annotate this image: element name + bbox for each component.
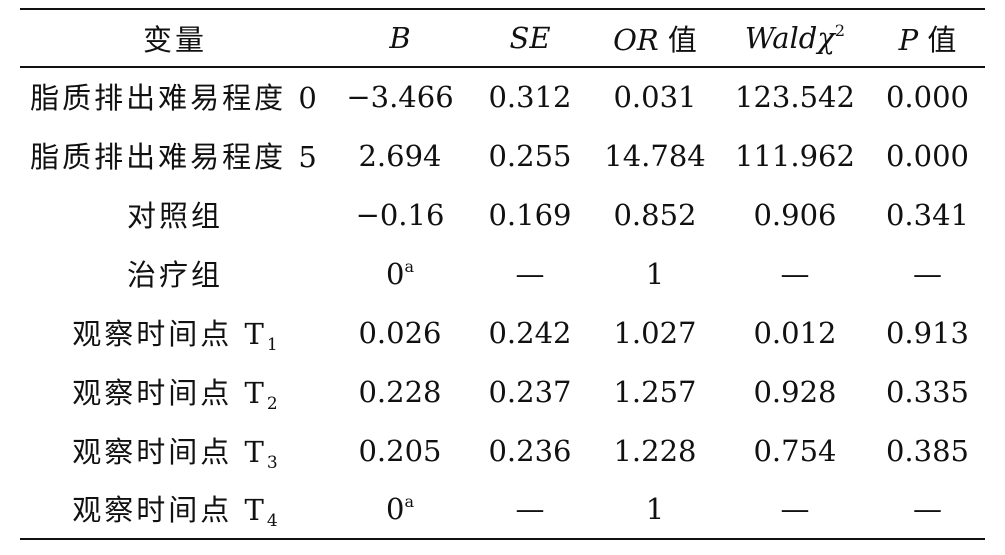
table-row: 对照组 −0.16 0.169 0.852 0.906 0.341	[20, 185, 985, 244]
variable-label-sub: 4	[266, 511, 278, 531]
variable-label: 对照组	[126, 198, 223, 233]
cell-b: 0a	[330, 480, 470, 540]
cell-variable: 观察时间点 T2	[20, 362, 330, 421]
regression-table: 变量 B SE OR 值 Waldχ2 P 值 脂质排出难易程度 0 −3.46…	[20, 8, 985, 540]
header-b: B	[330, 8, 470, 68]
header-se: SE	[470, 8, 590, 68]
cell-p: —	[870, 480, 985, 540]
b-value-sup: a	[404, 256, 414, 276]
table-header: 变量 B SE OR 值 Waldχ2 P 值	[20, 8, 985, 68]
cell-variable: 脂质排出难易程度 0	[20, 67, 330, 126]
table-row: 脂质排出难易程度 0 −3.466 0.312 0.031 123.542 0.…	[20, 67, 985, 126]
header-wald-sup: 2	[834, 21, 846, 40]
table-row: 治疗组 0a — 1 — —	[20, 244, 985, 303]
cell-se: 0.236	[488, 433, 572, 468]
cell-b: −0.16	[330, 185, 470, 244]
cell-wald: 111.962	[735, 138, 855, 173]
header-or-italic: OR	[613, 23, 659, 57]
b-value: −0.16	[355, 197, 445, 232]
cell-se: —	[515, 256, 545, 291]
cell-b: 0a	[330, 244, 470, 303]
b-value: 0.228	[358, 374, 442, 409]
cell-wald: 0.012	[753, 315, 837, 350]
variable-label-sub: 3	[266, 452, 278, 473]
cell-variable: 观察时间点 T4	[20, 480, 330, 540]
table-row: 观察时间点 T1 0.026 0.242 1.027 0.012 0.913	[20, 303, 985, 362]
cell-wald: 123.542	[735, 80, 855, 114]
cell-wald: 0.906	[753, 197, 837, 232]
variable-label: 脂质排出难易程度 0	[30, 81, 320, 115]
regression-table-container: 变量 B SE OR 值 Waldχ2 P 值 脂质排出难易程度 0 −3.46…	[20, 8, 985, 540]
table-row: 观察时间点 T2 0.228 0.237 1.257 0.928 0.335	[20, 362, 985, 421]
cell-b: 2.694	[330, 126, 470, 185]
variable-label: 治疗组	[126, 257, 223, 292]
cell-p: 0.000	[885, 138, 970, 173]
cell-p: 0.913	[885, 315, 970, 350]
cell-se: 0.237	[488, 374, 572, 409]
cell-or: 1.027	[613, 315, 697, 350]
b-value: −3.466	[346, 80, 454, 114]
cell-wald: 0.754	[753, 433, 837, 468]
cell-se: —	[470, 480, 590, 540]
header-se-text: SE	[509, 21, 551, 55]
header-or: OR 值	[590, 8, 720, 68]
header-variable: 变量	[20, 8, 330, 68]
cell-or: 1.257	[613, 374, 697, 409]
table-row: 观察时间点 T4 0a — 1 — —	[20, 480, 985, 540]
variable-label: 观察时间点 T	[72, 493, 267, 527]
cell-p: —	[913, 256, 942, 291]
cell-b: 0.205	[330, 421, 470, 480]
header-variable-text: 变量	[142, 23, 207, 57]
variable-label-sub: 1	[266, 334, 278, 355]
cell-or: 0.852	[613, 197, 697, 232]
b-value: 0	[386, 256, 405, 291]
cell-b: −3.466	[330, 67, 470, 126]
cell-or: 1	[645, 256, 665, 291]
variable-label: 观察时间点 T	[72, 375, 267, 410]
header-wald-italic: Wald	[744, 21, 818, 55]
cell-wald: 0.928	[753, 374, 837, 409]
variable-label-sub: 2	[266, 393, 278, 414]
cell-se: 0.255	[488, 138, 572, 173]
cell-p: 0.385	[885, 433, 970, 468]
cell-se: 0.312	[488, 80, 572, 114]
header-wald: Waldχ2	[720, 8, 870, 68]
table-row: 脂质排出难易程度 5 2.694 0.255 14.784 111.962 0.…	[20, 126, 985, 185]
cell-variable: 治疗组	[20, 244, 330, 303]
cell-b: 0.026	[330, 303, 470, 362]
header-p-italic: P	[898, 23, 919, 57]
b-value: 0.205	[358, 433, 442, 468]
cell-p: 0.335	[885, 374, 970, 409]
variable-label: 脂质排出难易程度 5	[30, 139, 320, 174]
cell-or: 0.031	[613, 80, 697, 114]
cell-p: 0.000	[885, 80, 970, 114]
cell-se: 0.169	[488, 197, 572, 232]
cell-wald: —	[720, 480, 870, 540]
header-wald-chi: χ	[817, 21, 835, 55]
b-value: 0	[386, 492, 405, 526]
b-value: 2.694	[358, 138, 442, 173]
cell-variable: 观察时间点 T3	[20, 421, 330, 480]
header-b-text: B	[389, 21, 411, 55]
header-p: P 值	[870, 8, 985, 68]
header-or-suffix: 值	[658, 23, 697, 57]
cell-or: 1	[590, 480, 720, 540]
cell-b: 0.228	[330, 362, 470, 421]
b-value-sup: a	[404, 492, 414, 511]
cell-se: 0.242	[488, 315, 572, 350]
cell-variable: 脂质排出难易程度 5	[20, 126, 330, 185]
cell-wald: —	[780, 256, 810, 291]
table-body: 脂质排出难易程度 0 −3.466 0.312 0.031 123.542 0.…	[20, 67, 985, 540]
table-row: 观察时间点 T3 0.205 0.236 1.228 0.754 0.385	[20, 421, 985, 480]
variable-label: 观察时间点 T	[72, 316, 267, 351]
b-value: 0.026	[358, 315, 442, 350]
cell-variable: 观察时间点 T1	[20, 303, 330, 362]
cell-p: 0.341	[885, 197, 970, 232]
cell-or: 14.784	[604, 138, 706, 173]
header-p-suffix: 值	[918, 23, 957, 57]
header-row: 变量 B SE OR 值 Waldχ2 P 值	[20, 8, 985, 68]
variable-label: 观察时间点 T	[72, 434, 267, 469]
cell-or: 1.228	[613, 433, 697, 468]
cell-variable: 对照组	[20, 185, 330, 244]
